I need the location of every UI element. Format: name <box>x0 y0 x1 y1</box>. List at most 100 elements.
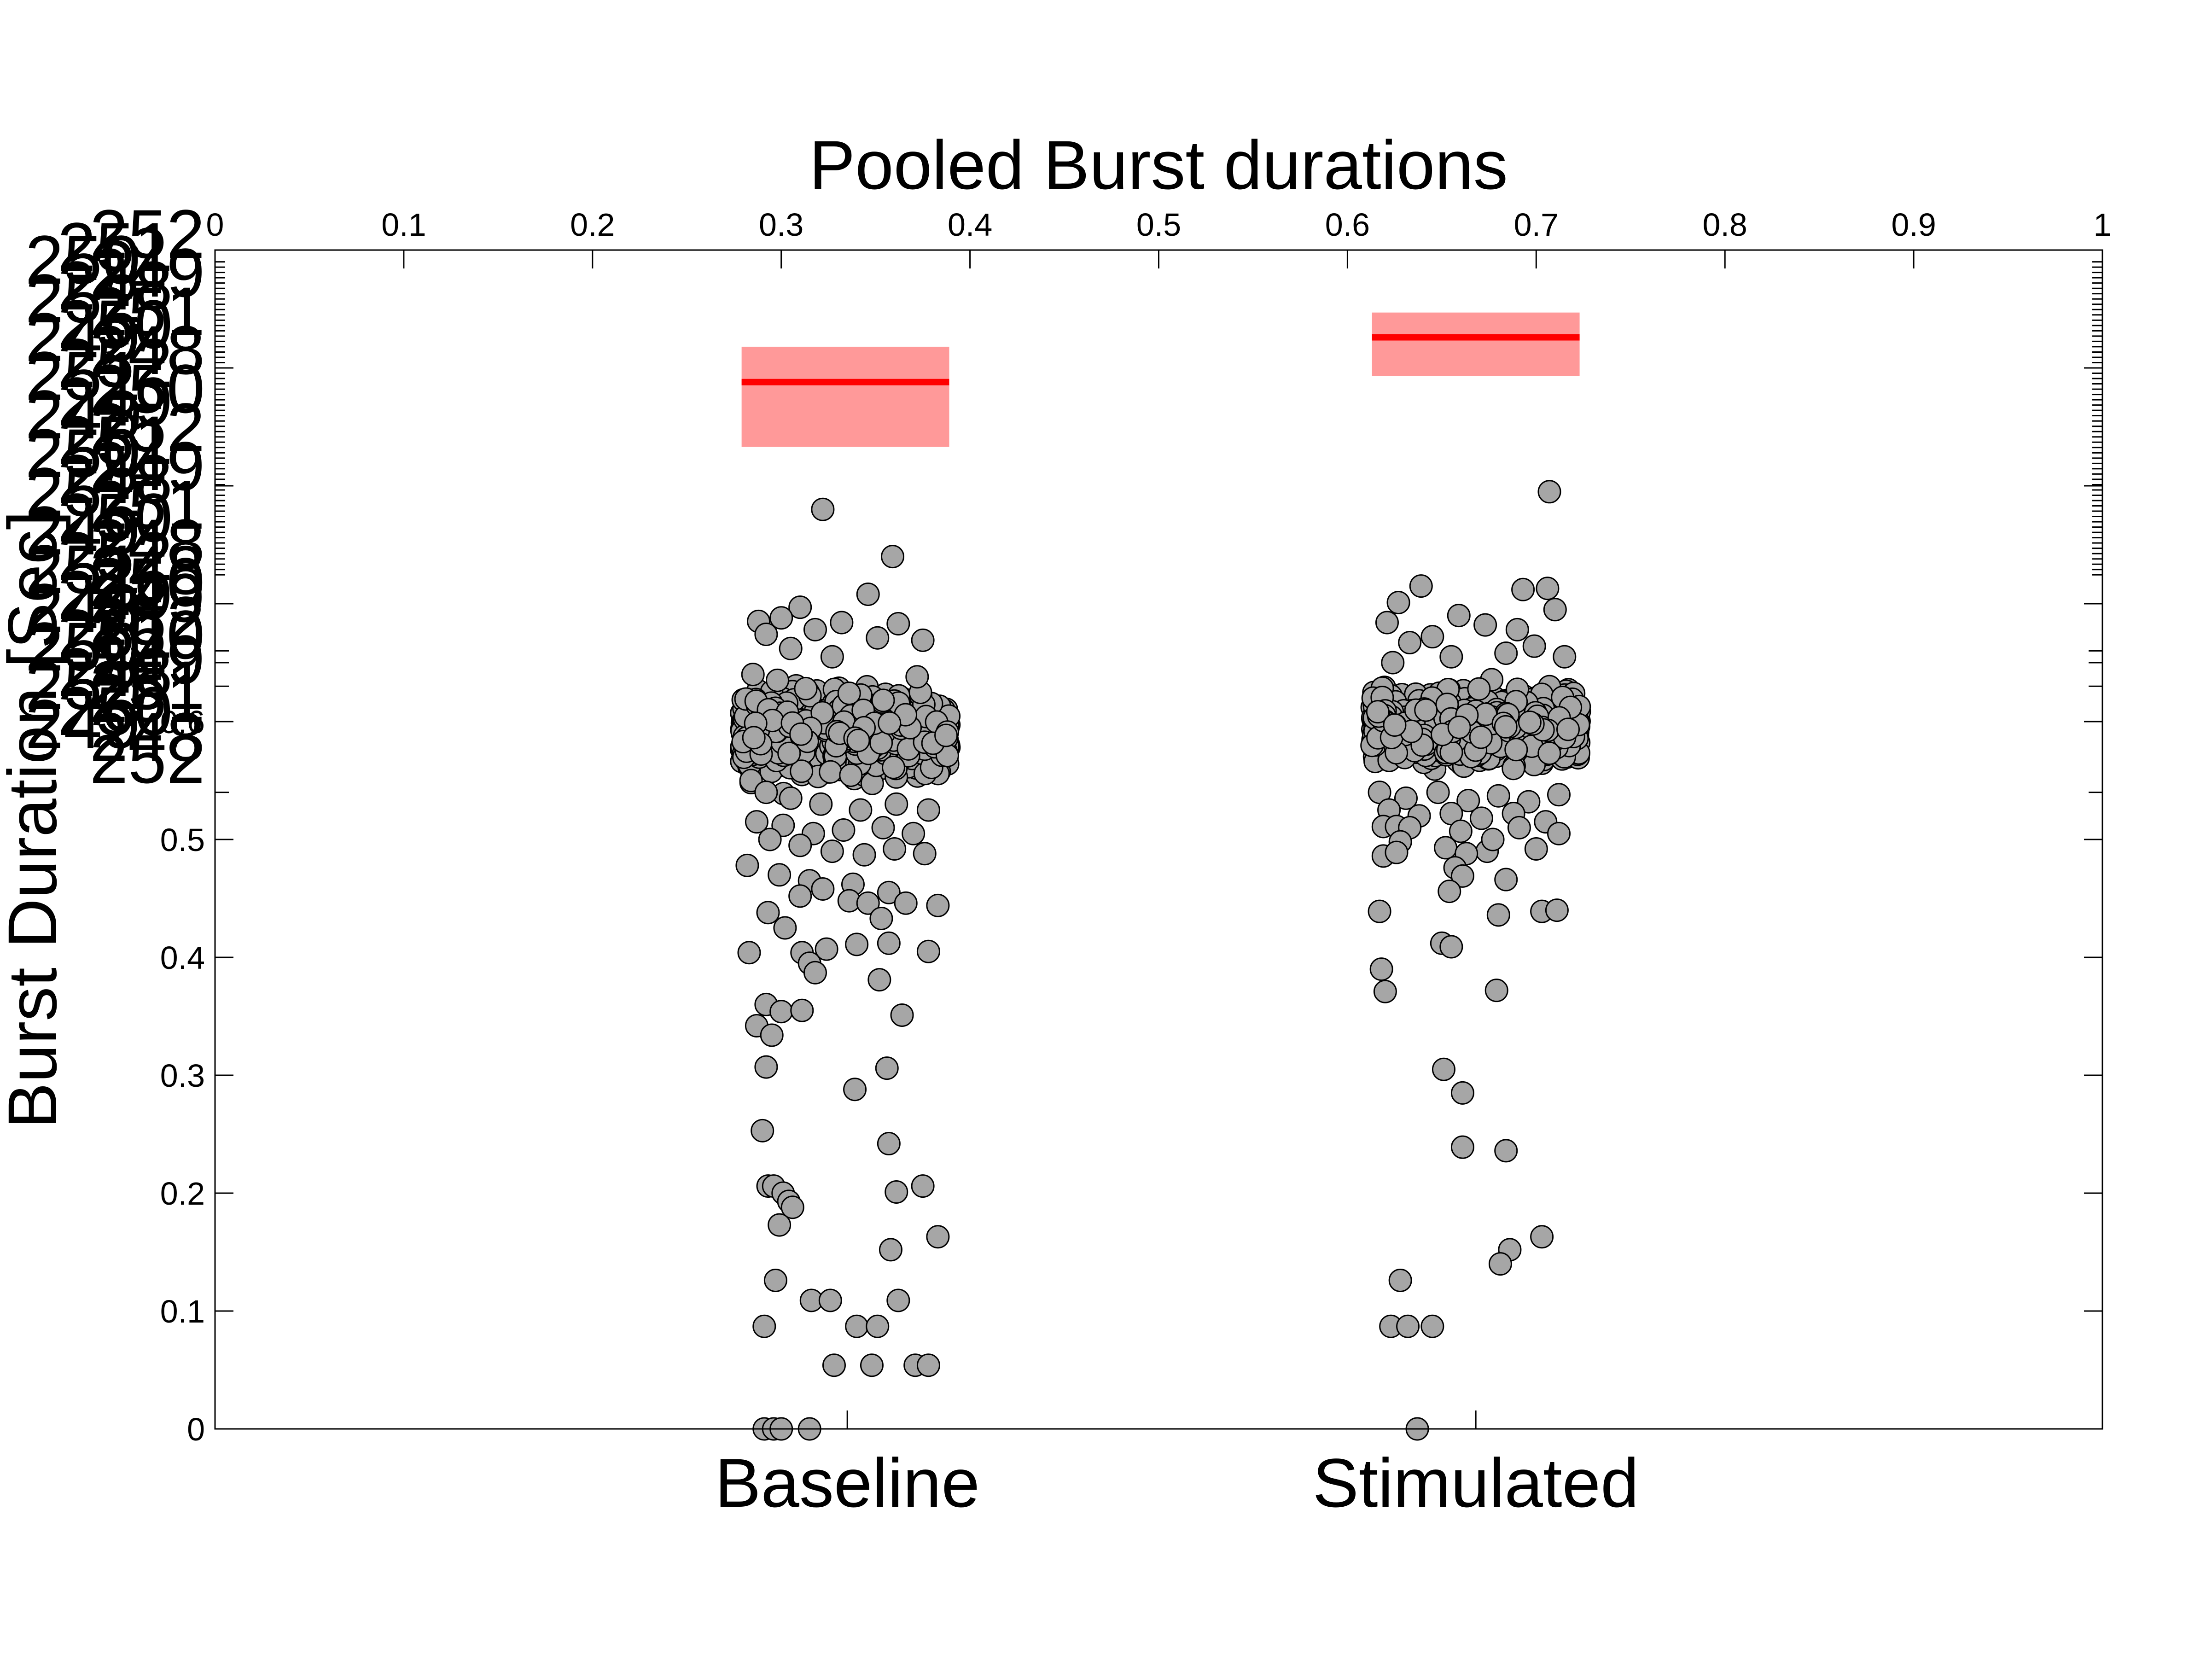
data-point <box>885 792 908 816</box>
data-point <box>788 884 812 908</box>
data-point <box>1396 1314 1420 1338</box>
data-point <box>790 998 814 1022</box>
chart-title: Pooled Burst durations <box>809 126 1508 204</box>
data-point <box>1543 598 1567 622</box>
top-axis-tick-label: 1 <box>2094 207 2112 243</box>
top-axis-tick-label: 0.2 <box>570 207 615 243</box>
data-point <box>822 1353 846 1377</box>
y-overlap-label-smear: 249 <box>58 556 173 634</box>
top-axis-tick-label: 0.1 <box>381 207 426 243</box>
data-point <box>769 1000 793 1024</box>
y-overlap-label-smear: 249 <box>90 427 205 505</box>
data-point <box>911 628 935 652</box>
data-point <box>860 1353 884 1377</box>
data-point <box>1556 717 1580 741</box>
data-point <box>926 1225 950 1249</box>
data-point <box>869 907 893 931</box>
data-point <box>1388 1268 1412 1292</box>
top-axis-tick-label: 0.7 <box>1514 207 1559 243</box>
data-point <box>1547 783 1571 807</box>
y-overlap-label-smear: 249 <box>90 234 205 311</box>
data-point <box>1494 641 1518 665</box>
data-point <box>1507 816 1531 839</box>
y-axis-tick-label: 0.5 <box>160 822 205 858</box>
y-overlap-label-smear: 250 <box>25 414 140 492</box>
data-point <box>1385 840 1409 864</box>
summary-bands <box>741 312 1580 447</box>
data-point <box>1545 898 1569 922</box>
y-overlap-label-smear: 250 <box>25 221 140 298</box>
data-point <box>1473 613 1497 637</box>
data-point <box>803 961 827 985</box>
data-point <box>1486 784 1510 808</box>
data-point <box>832 818 856 842</box>
data-point <box>875 1056 899 1080</box>
data-point <box>843 1078 867 1102</box>
y-overlap-label-smear: 249 <box>25 492 140 569</box>
y-overlap-label-smear: 248 <box>58 247 173 324</box>
data-point <box>867 968 891 992</box>
data-point <box>1537 741 1561 765</box>
y-overlap-label-smear: 249 <box>25 685 140 763</box>
data-point <box>1484 979 1508 1002</box>
y-overlap-label-smear: 252 <box>25 453 140 530</box>
data-point <box>830 611 854 635</box>
x-axis-category-label: Baseline <box>715 1444 979 1521</box>
y-axis-tick-label: 0.2 <box>160 1176 205 1212</box>
y-overlap-label-smear: 249 <box>25 298 140 376</box>
y-overlap-label: 248 <box>90 531 205 609</box>
x-axis-category-label: Stimulated <box>1313 1444 1639 1521</box>
y-overlap-label-smear: 252 <box>25 260 140 337</box>
data-point <box>905 665 929 689</box>
data-point <box>845 932 869 956</box>
data-point <box>852 843 876 867</box>
data-point <box>779 636 803 660</box>
data-point <box>780 1195 804 1219</box>
data-point <box>1481 828 1505 851</box>
y-overlap-label-smear: 248 <box>58 634 173 711</box>
y-axis-tick-label: 0.1 <box>160 1294 205 1329</box>
data-point <box>1449 819 1473 843</box>
data-point <box>769 606 793 630</box>
data-point <box>737 941 761 965</box>
data-point <box>819 760 843 784</box>
data-point <box>916 798 940 822</box>
data-point <box>1420 1314 1444 1338</box>
data-point <box>818 1288 842 1312</box>
y-overlap-label-smear: 250 <box>90 543 205 621</box>
data-point <box>777 741 801 765</box>
y-overlap-label-smear: 252 <box>90 389 205 466</box>
data-point <box>1438 880 1461 903</box>
y-overlap-label-smear: 250 <box>58 286 173 363</box>
data-point <box>1383 713 1407 737</box>
data-point <box>1373 979 1397 1003</box>
data-point <box>754 781 778 804</box>
data-point <box>1486 903 1510 927</box>
y-overlap-label-smear: 251 <box>90 466 205 543</box>
y-overlap-label-smear: 248 <box>90 698 205 775</box>
data-point <box>815 937 838 961</box>
data-point <box>885 1180 908 1204</box>
data-point <box>779 786 803 810</box>
y-axis-tick-label: 0.3 <box>160 1058 205 1094</box>
y-overlap-label-smear: 251 <box>58 402 173 479</box>
top-axis-tick-label: 0.5 <box>1136 207 1181 243</box>
data-point <box>1366 700 1390 724</box>
y-overlap-label: 252 <box>90 720 205 798</box>
data-point <box>1488 1252 1512 1276</box>
data-point <box>916 1353 940 1377</box>
data-point <box>788 595 812 619</box>
data-point <box>811 497 835 521</box>
data-point <box>1394 786 1418 810</box>
data-point <box>1375 611 1399 635</box>
y-overlap-label-smear: 250 <box>90 350 205 427</box>
y-overlap-label-smear: 248 <box>90 505 205 582</box>
top-axis-tick-label: 0.4 <box>948 207 992 243</box>
data-point <box>839 763 863 787</box>
data-point <box>877 1131 901 1155</box>
data-point <box>886 1288 910 1312</box>
confidence-band <box>1372 312 1580 376</box>
y-overlap-label-smear: 252 <box>90 195 205 273</box>
